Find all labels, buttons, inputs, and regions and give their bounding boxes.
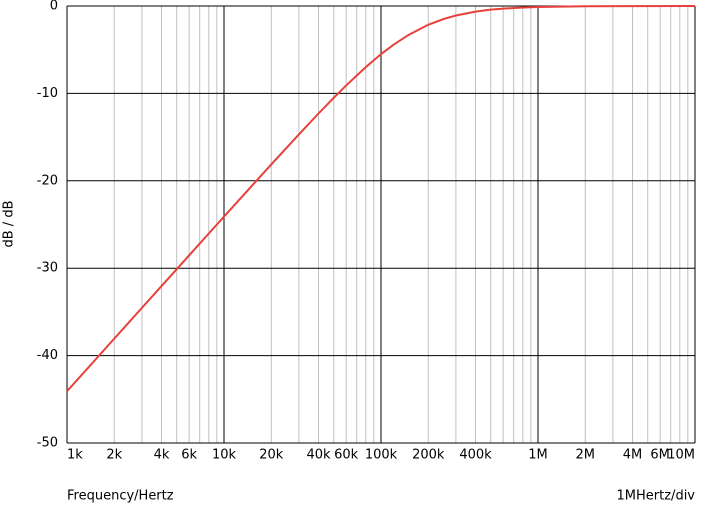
scale-note: 1MHertz/div bbox=[617, 489, 696, 504]
x-tick-label: 400k bbox=[459, 448, 492, 463]
y-tick-label: -40 bbox=[37, 348, 58, 363]
x-tick-label: 4M bbox=[623, 448, 643, 463]
x-tick-label: 6M bbox=[650, 448, 670, 463]
x-tick-label: 60k bbox=[334, 448, 359, 463]
x-tick-label: 10k bbox=[212, 448, 237, 463]
x-tick-label: 200k bbox=[412, 448, 445, 463]
x-tick-label: 1M bbox=[528, 448, 548, 463]
y-tick-label: -10 bbox=[37, 86, 58, 101]
x-tick-label: 2k bbox=[106, 448, 122, 463]
line-series bbox=[66, 5, 696, 392]
y-tick-label: -30 bbox=[37, 261, 58, 276]
y-tick-label: 0 bbox=[50, 0, 58, 14]
x-tick-label: 2M bbox=[576, 448, 596, 463]
x-axis-label: Frequency/Hertz bbox=[67, 489, 174, 504]
x-tick-label: 100k bbox=[365, 448, 398, 463]
x-tick-label: 40k bbox=[306, 448, 331, 463]
x-tick-label: 4k bbox=[154, 448, 170, 463]
y-tick-label: -20 bbox=[37, 173, 58, 188]
x-tick-label: 20k bbox=[259, 448, 284, 463]
x-tick-label: 1k bbox=[67, 448, 83, 463]
y-axis-label: dB / dB bbox=[2, 201, 17, 248]
y-tick-label: -50 bbox=[37, 436, 58, 451]
x-tick-label: 10M bbox=[667, 448, 695, 463]
x-tick-label: 6k bbox=[181, 448, 197, 463]
